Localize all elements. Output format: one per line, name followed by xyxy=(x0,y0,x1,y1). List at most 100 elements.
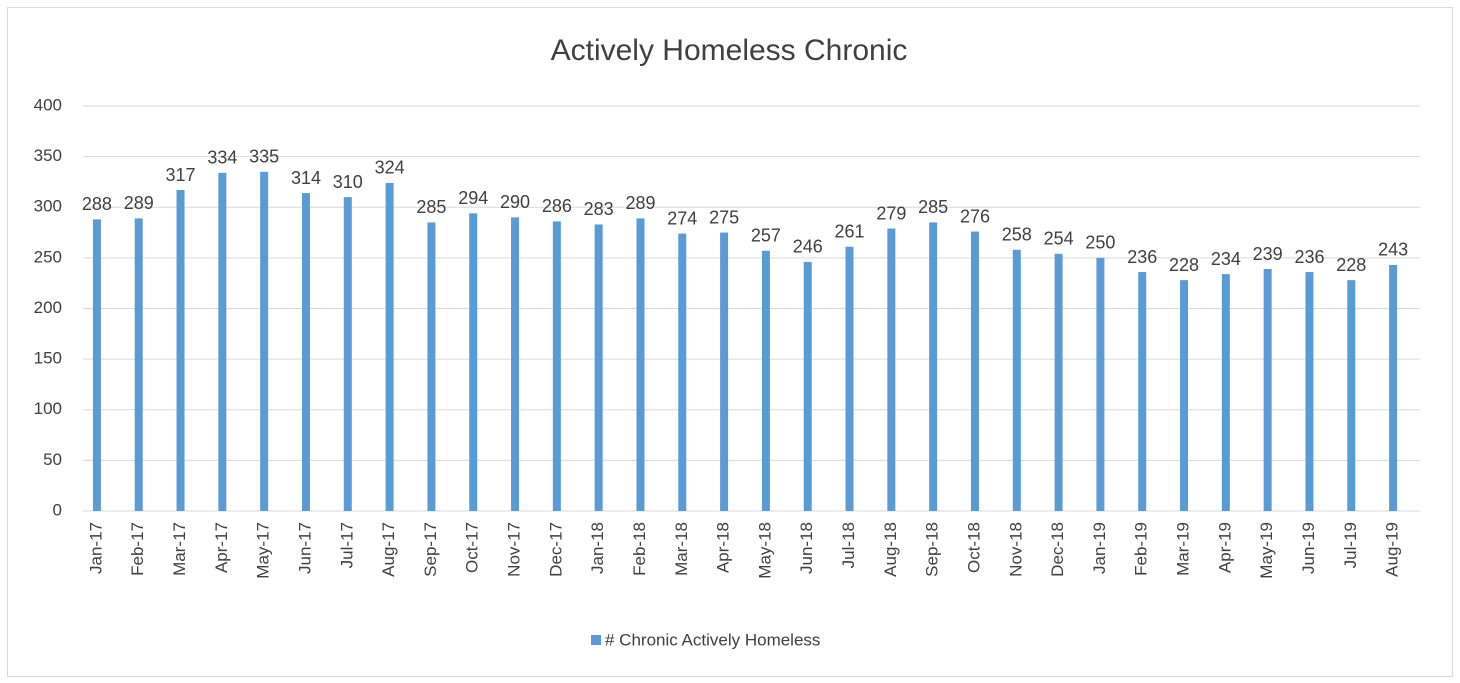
data-label: 285 xyxy=(918,197,948,217)
bar xyxy=(1180,280,1189,511)
data-label: 239 xyxy=(1253,244,1283,264)
bar xyxy=(552,221,561,512)
bar xyxy=(260,171,269,511)
bar xyxy=(218,172,227,511)
data-label: 243 xyxy=(1378,240,1408,260)
x-tick-label: May-18 xyxy=(755,522,774,579)
data-label: 324 xyxy=(375,158,405,178)
x-tick-label: May-17 xyxy=(254,522,273,579)
x-tick-label: May-19 xyxy=(1257,522,1276,579)
data-label: 246 xyxy=(793,237,823,257)
x-tick-label: Feb-19 xyxy=(1132,522,1151,576)
x-tick-label: Apr-18 xyxy=(714,522,733,573)
x-tick-label: Oct-18 xyxy=(964,522,983,573)
x-tick-label: Jan-17 xyxy=(86,522,105,574)
data-label: 289 xyxy=(124,193,154,213)
data-label: 314 xyxy=(291,168,321,188)
bar xyxy=(970,231,979,512)
x-tick-label: Jan-19 xyxy=(1090,522,1109,574)
bar xyxy=(1221,274,1230,511)
x-tick-label: Jun-18 xyxy=(797,522,816,574)
data-label: 285 xyxy=(416,197,446,217)
x-tick-label: Jul-17 xyxy=(337,522,356,568)
bar xyxy=(1054,253,1063,511)
data-label: 334 xyxy=(207,148,237,168)
x-tick-label: Nov-18 xyxy=(1006,522,1025,577)
bar xyxy=(1263,269,1272,511)
bar xyxy=(1389,264,1398,511)
bar xyxy=(469,213,478,511)
data-label: 258 xyxy=(1002,225,1032,245)
bar xyxy=(511,217,520,511)
data-label: 335 xyxy=(249,147,279,167)
data-label: 294 xyxy=(458,188,488,208)
x-tick-label: Jul-19 xyxy=(1341,522,1360,568)
x-tick-label: Sep-18 xyxy=(923,522,942,577)
bar xyxy=(92,219,101,511)
y-tick-label: 250 xyxy=(34,247,62,266)
x-tick-label: Aug-19 xyxy=(1383,522,1402,577)
data-label: 279 xyxy=(876,203,906,223)
data-label: 290 xyxy=(500,192,530,212)
y-tick-label: 150 xyxy=(34,349,62,368)
x-tick-label: Jan-18 xyxy=(588,522,607,574)
data-label: 275 xyxy=(709,207,739,227)
y-tick-label: 0 xyxy=(53,500,62,519)
bar xyxy=(1096,257,1105,511)
bar xyxy=(761,250,770,511)
x-tick-label: Dec-18 xyxy=(1048,522,1067,577)
x-tick-label: Apr-17 xyxy=(212,522,231,573)
bar xyxy=(887,228,896,511)
bar xyxy=(720,232,729,511)
data-label: 228 xyxy=(1169,255,1199,275)
data-label: 286 xyxy=(542,196,572,216)
data-label: 289 xyxy=(625,193,655,213)
x-tick-label: Aug-18 xyxy=(881,522,900,577)
data-label: 274 xyxy=(667,208,697,228)
data-label: 250 xyxy=(1085,233,1115,253)
x-tick-label: Oct-17 xyxy=(463,522,482,573)
y-tick-label: 50 xyxy=(43,450,62,469)
bar xyxy=(134,218,143,511)
chart-title: Actively Homeless Chronic xyxy=(551,34,908,67)
bar xyxy=(636,218,645,511)
x-tick-label: Dec-17 xyxy=(546,522,565,577)
data-label: 234 xyxy=(1211,249,1241,269)
x-tick-label: Nov-17 xyxy=(505,522,524,577)
chart-border xyxy=(7,7,1453,677)
y-tick-label: 400 xyxy=(34,95,62,114)
legend-label: # Chronic Actively Homeless xyxy=(605,630,820,649)
bar xyxy=(803,261,812,511)
bar xyxy=(1347,280,1356,511)
bar xyxy=(594,224,603,511)
bar xyxy=(1305,272,1314,511)
data-label: 261 xyxy=(835,221,865,241)
data-label: 228 xyxy=(1336,255,1366,275)
x-tick-label: Feb-17 xyxy=(128,522,147,576)
x-tick-label: Mar-18 xyxy=(672,522,691,576)
x-tick-label: Aug-17 xyxy=(379,522,398,577)
x-tick-label: Sep-17 xyxy=(421,522,440,577)
bar xyxy=(1138,272,1147,511)
bar xyxy=(176,190,185,511)
data-label: 236 xyxy=(1127,247,1157,267)
bar xyxy=(845,246,854,512)
y-tick-label: 350 xyxy=(34,146,62,165)
y-tick-label: 300 xyxy=(34,197,62,216)
data-label: 288 xyxy=(82,194,112,214)
bar xyxy=(301,193,310,511)
x-tick-label: Mar-17 xyxy=(170,522,189,576)
data-label: 283 xyxy=(584,199,614,219)
data-label: 276 xyxy=(960,206,990,226)
bar xyxy=(929,222,938,511)
data-label: 310 xyxy=(333,172,363,192)
bar xyxy=(343,197,352,511)
x-tick-label: Mar-19 xyxy=(1174,522,1193,576)
bar xyxy=(427,222,436,511)
data-label: 254 xyxy=(1044,229,1074,249)
data-label: 317 xyxy=(166,165,196,185)
x-tick-label: Feb-18 xyxy=(630,522,649,576)
y-tick-label: 200 xyxy=(34,298,62,317)
legend-swatch xyxy=(591,635,601,645)
